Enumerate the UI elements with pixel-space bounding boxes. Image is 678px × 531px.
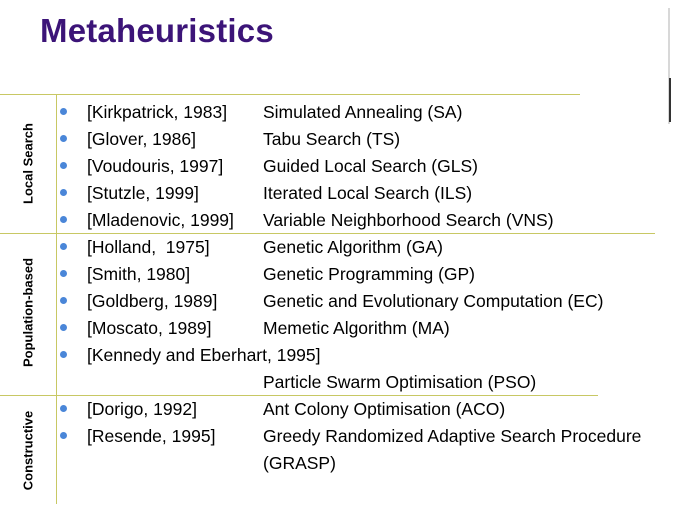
bullet-icon bbox=[60, 432, 67, 439]
bullet-icon bbox=[60, 189, 67, 196]
list-item: [Kirkpatrick, 1983] Simulated Annealing … bbox=[60, 99, 670, 126]
reference: [Glover, 1986] bbox=[87, 129, 196, 149]
bullet-icon bbox=[60, 135, 67, 142]
bullet-icon bbox=[60, 297, 67, 304]
reference: [Dorigo, 1992] bbox=[87, 399, 197, 419]
method-name: Greedy Randomized Adaptive Search Proced… bbox=[263, 426, 642, 446]
reference: [Kennedy and Eberhart, 1995] bbox=[87, 345, 321, 365]
reference: [Stutzle, 1999] bbox=[87, 183, 199, 203]
rule-vertical bbox=[56, 94, 57, 504]
method-name: Genetic Algorithm (GA) bbox=[263, 237, 443, 257]
reference: [Mladenovic, 1999] bbox=[87, 210, 234, 230]
list-item: [Smith, 1980] Genetic Programming (GP) bbox=[60, 261, 670, 288]
method-name: Iterated Local Search (ILS) bbox=[263, 183, 473, 203]
reference: [Voudouris, 1997] bbox=[87, 156, 224, 176]
method-name: Tabu Search (TS) bbox=[263, 129, 401, 149]
bullet-icon bbox=[60, 243, 67, 250]
reference: [Goldberg, 1989] bbox=[87, 291, 218, 311]
edge-marker-dark bbox=[669, 78, 671, 122]
method-name: Genetic Programming (GP) bbox=[263, 264, 476, 284]
bullet-icon bbox=[60, 351, 67, 358]
method-name: Variable Neighborhood Search (VNS) bbox=[263, 210, 554, 230]
slide-title: Metaheuristics bbox=[40, 12, 274, 49]
method-name: Particle Swarm Optimisation (PSO) bbox=[263, 372, 537, 392]
method-name: Genetic and Evolutionary Computation (EC… bbox=[263, 291, 604, 311]
method-name: Simulated Annealing (SA) bbox=[263, 102, 463, 122]
method-name: Guided Local Search (GLS) bbox=[263, 156, 478, 176]
bullet-icon bbox=[60, 216, 67, 223]
method-name: Ant Colony Optimisation (ACO) bbox=[263, 399, 506, 419]
bullet-icon bbox=[60, 270, 67, 277]
bullet-icon bbox=[60, 108, 67, 115]
reference: [Moscato, 1989] bbox=[87, 318, 212, 338]
method-name: (GRASP) bbox=[263, 453, 336, 473]
list-item: [Mladenovic, 1999] Variable Neighborhood… bbox=[60, 207, 670, 234]
edge-marker bbox=[668, 8, 670, 124]
list-item-continuation: (GRASP) bbox=[60, 450, 670, 477]
reference: [Resende, 1995] bbox=[87, 426, 216, 446]
section-label-population-based: Population-based bbox=[20, 257, 36, 368]
rule-population bbox=[0, 233, 655, 234]
reference: [Kirkpatrick, 1983] bbox=[87, 102, 228, 122]
section-label-local-search: Local Search bbox=[20, 123, 36, 204]
reference: [Smith, 1980] bbox=[87, 264, 191, 284]
rule-top bbox=[0, 94, 580, 95]
section-label-constructive: Constructive bbox=[20, 410, 36, 491]
reference: [Holland, 1975] bbox=[87, 237, 210, 257]
list-item: [Glover, 1986] Tabu Search (TS) bbox=[60, 126, 670, 153]
list-item: [Voudouris, 1997] Guided Local Search (G… bbox=[60, 153, 670, 180]
list-item-continuation: Particle Swarm Optimisation (PSO) bbox=[60, 369, 670, 396]
list-item: [Resende, 1995] Greedy Randomized Adapti… bbox=[60, 423, 670, 450]
list-item: [Kennedy and Eberhart, 1995] bbox=[60, 342, 670, 369]
list-item: [Holland, 1975] Genetic Algorithm (GA) bbox=[60, 234, 670, 261]
bullet-icon bbox=[60, 405, 67, 412]
bullet-icon bbox=[60, 324, 67, 331]
list-item: [Dorigo, 1992] Ant Colony Optimisation (… bbox=[60, 396, 670, 423]
method-name: Memetic Algorithm (MA) bbox=[263, 318, 450, 338]
list-item: [Moscato, 1989] Memetic Algorithm (MA) bbox=[60, 315, 670, 342]
list-item: [Goldberg, 1989] Genetic and Evolutionar… bbox=[60, 288, 670, 315]
rule-constructive bbox=[0, 395, 598, 396]
list-item: [Stutzle, 1999] Iterated Local Search (I… bbox=[60, 180, 670, 207]
bullet-icon bbox=[60, 162, 67, 169]
